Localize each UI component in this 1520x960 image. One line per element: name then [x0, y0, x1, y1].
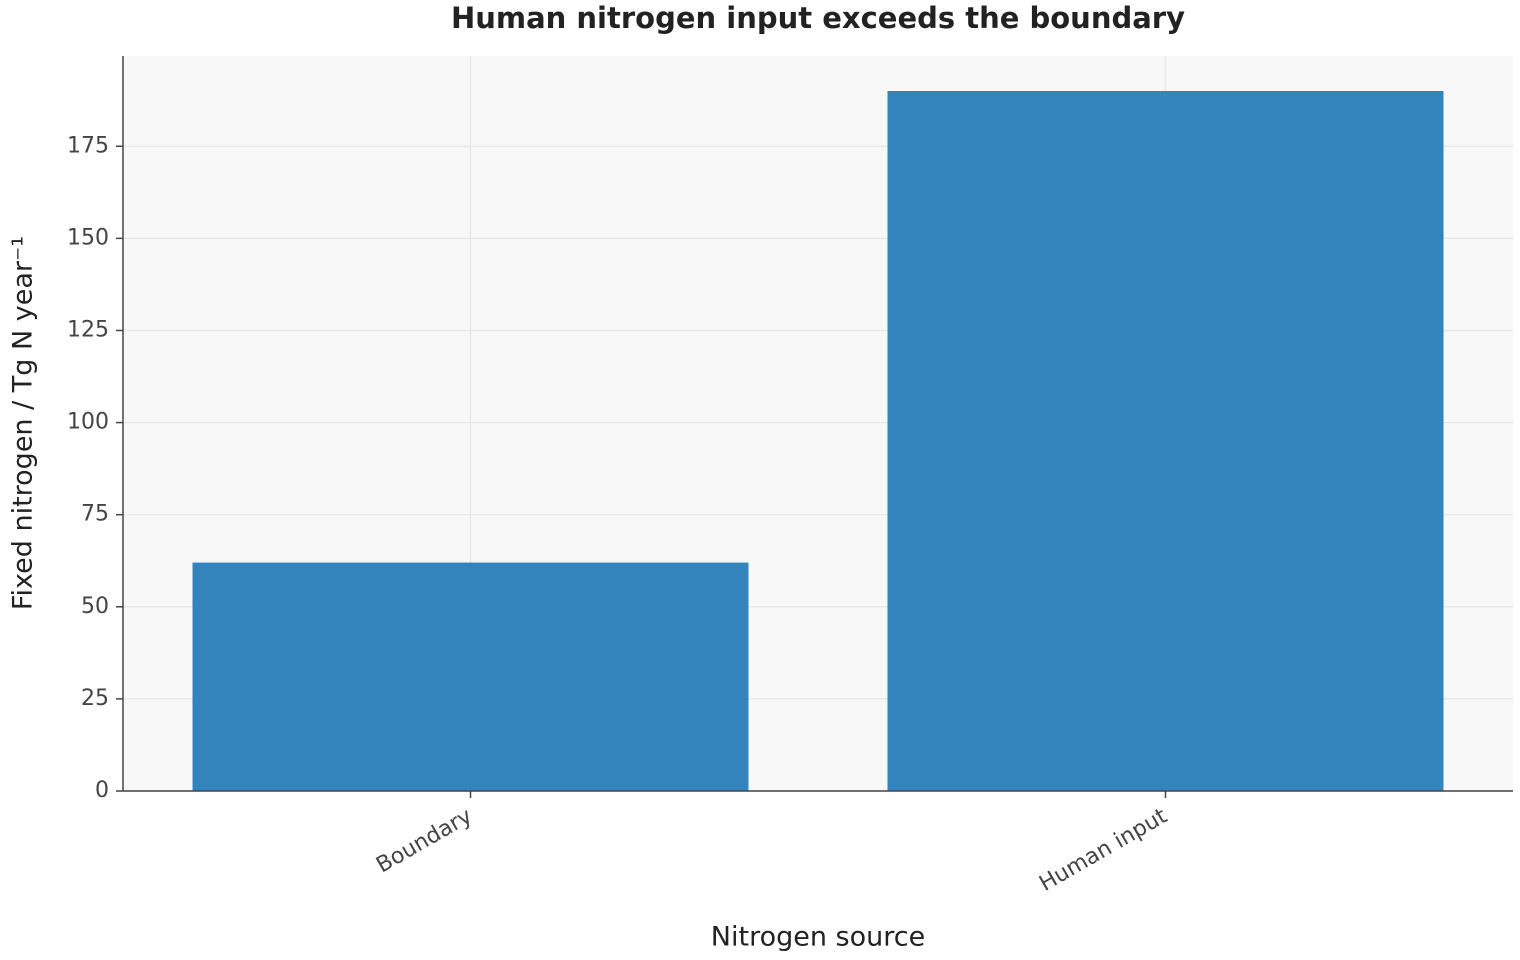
chart-title: Human nitrogen input exceeds the boundar…: [451, 1, 1185, 35]
x-axis-label: Nitrogen source: [711, 922, 925, 953]
y-tick-label: 75: [81, 502, 109, 527]
bar: [887, 91, 1444, 791]
y-tick-label: 50: [81, 594, 109, 619]
y-tick-label: 175: [67, 133, 109, 158]
x-tick-label: Human input: [1035, 804, 1172, 897]
y-axis-label: Fixed nitrogen / Tg N year⁻¹: [8, 236, 39, 610]
y-tick-label: 150: [67, 225, 109, 250]
marks: [192, 91, 1444, 791]
y-tick-label: 125: [67, 317, 109, 342]
x-tick-label: Boundary: [372, 804, 476, 879]
y-tick-label: 25: [81, 686, 109, 711]
bar: [192, 562, 749, 791]
y-tick-label: 0: [95, 778, 109, 803]
y-tick-label: 100: [67, 410, 109, 435]
